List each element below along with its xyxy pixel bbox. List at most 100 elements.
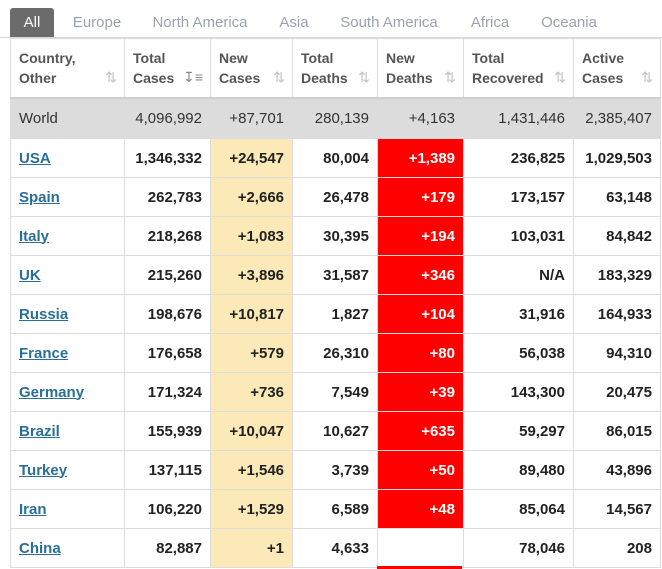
header-line2: Cases (582, 70, 624, 86)
table-row: Spain 262,783 +2,666 26,478 +179 173,157 63,14… (10, 177, 661, 217)
sort-descending-icon[interactable]: ↧≡ (183, 69, 203, 85)
country-link[interactable]: USA (19, 149, 51, 167)
total-cases-cell: 1,346,332 (124, 138, 211, 178)
col-header-total-cases[interactable]: Total Cases ↧≡ (124, 38, 211, 99)
country-link[interactable]: Turkey (19, 461, 68, 479)
total-cases-cell: 4,096,992 (124, 97, 211, 139)
country-link[interactable]: Russia (19, 305, 69, 323)
tab-oceania[interactable]: Oceania (541, 14, 597, 31)
new-cases-cell: +1 (210, 528, 293, 568)
total-deaths-cell: 30,395 (292, 216, 378, 256)
total-recovered-cell: 103,031 (463, 216, 574, 256)
covid-table: Country, Other ⇅ Total Cases ↧≡ New Case… (10, 38, 661, 568)
country-cell: Iran (10, 489, 125, 529)
sort-arrows-icon[interactable]: ⇅ (105, 69, 117, 85)
active-cases-cell: 2,385,407 (573, 97, 661, 139)
total-recovered-cell: 236,825 (463, 138, 574, 178)
col-header-country[interactable]: Country, Other ⇅ (10, 38, 125, 99)
table-row: Italy 218,268 +1,083 30,395 +194 103,031 84,84… (10, 216, 661, 256)
world-total-row: World 4,096,992 +87,701 280,139 +4,163 1… (10, 97, 661, 139)
table-row: Brazil 155,939 +10,047 10,627 +635 59,297 86,0… (10, 411, 661, 451)
total-recovered-cell: 89,480 (463, 450, 574, 490)
active-cases-cell: 208 (573, 528, 661, 568)
country-link[interactable]: Germany (19, 383, 85, 401)
new-cases-cell: +10,817 (210, 294, 293, 334)
country-cell: Russia (10, 294, 125, 334)
active-cases-cell: 1,029,503 (573, 138, 661, 178)
total-deaths-cell: 4,633 (292, 528, 378, 568)
active-cases-cell: 43,896 (573, 450, 661, 490)
total-deaths-cell: 10,627 (292, 411, 378, 451)
new-cases-cell: +579 (210, 333, 293, 373)
tab-asia[interactable]: Asia (279, 14, 309, 31)
new-cases-cell: +736 (210, 372, 293, 412)
col-header-new-deaths[interactable]: New Deaths ⇅ (377, 38, 464, 99)
total-recovered-cell: 143,300 (463, 372, 574, 412)
header-line2: Recovered (472, 70, 544, 86)
country-cell: China (10, 528, 125, 568)
active-cases-cell: 183,329 (573, 255, 661, 295)
table-row: Russia 198,676 +10,817 1,827 +104 31,916 164,9… (10, 294, 661, 334)
col-header-total-deaths[interactable]: Total Deaths ⇅ (292, 38, 378, 99)
country-cell: Italy (10, 216, 125, 256)
header-line1: Total (472, 50, 505, 66)
new-deaths-cell: +80 (377, 333, 464, 373)
new-cases-cell: +10,047 (210, 411, 293, 451)
sort-arrows-icon[interactable]: ⇅ (641, 69, 653, 85)
table-row: UK 215,260 +3,896 31,587 +346 N/A 183,329 (10, 255, 661, 295)
tab-south-america[interactable]: South America (340, 14, 438, 31)
sort-arrows-icon[interactable]: ⇅ (554, 69, 566, 85)
header-line1: New (219, 50, 248, 66)
tab-all[interactable]: All (10, 8, 54, 38)
country-link[interactable]: UK (19, 266, 41, 284)
tab-north-america[interactable]: North America (152, 14, 248, 31)
new-deaths-cell: +179 (377, 177, 464, 217)
tab-divider (0, 37, 662, 38)
table-row: France 176,658 +579 26,310 +80 56,038 94,310 (10, 333, 661, 373)
country-cell: Turkey (10, 450, 125, 490)
table-row: Germany 171,324 +736 7,549 +39 143,300 20,475 (10, 372, 661, 412)
table-row: Turkey 137,115 +1,546 3,739 +50 89,480 43,896 (10, 450, 661, 490)
header-line2: Other (19, 70, 57, 86)
active-cases-cell: 164,933 (573, 294, 661, 334)
total-deaths-cell: 7,549 (292, 372, 378, 412)
new-deaths-cell: +194 (377, 216, 464, 256)
country-link[interactable]: Spain (19, 188, 60, 206)
header-line2: Cases (133, 70, 175, 86)
header-line2: Cases (219, 70, 261, 86)
header-line2: Deaths (301, 70, 348, 86)
new-deaths-cell: +50 (377, 450, 464, 490)
country-link[interactable]: France (19, 344, 69, 362)
col-header-total-recovered[interactable]: Total Recovered ⇅ (463, 38, 574, 99)
country-link[interactable]: China (19, 539, 61, 557)
total-recovered-cell: 31,916 (463, 294, 574, 334)
sort-arrows-icon[interactable]: ⇅ (273, 69, 285, 85)
new-deaths-cell: +4,163 (377, 97, 464, 139)
tab-europe[interactable]: Europe (72, 14, 122, 31)
total-cases-cell: 155,939 (124, 411, 211, 451)
total-cases-cell: 218,268 (124, 216, 211, 256)
total-cases-cell: 82,887 (124, 528, 211, 568)
col-header-active-cases[interactable]: Active Cases ⇅ (573, 38, 661, 99)
country-link[interactable]: Italy (19, 227, 50, 245)
region-tabs: All Europe North America Asia South Amer… (0, 0, 662, 38)
sort-arrows-icon[interactable]: ⇅ (358, 69, 370, 85)
sort-arrows-icon[interactable]: ⇅ (444, 69, 456, 85)
header-line1: Total (301, 50, 334, 66)
country-cell: USA (10, 138, 125, 178)
table-row: China 82,887 +1 4,633 78,046 208 (10, 528, 661, 568)
total-cases-cell: 106,220 (124, 489, 211, 529)
new-cases-cell: +87,701 (210, 97, 293, 139)
total-cases-cell: 171,324 (124, 372, 211, 412)
country-link[interactable]: Brazil (19, 422, 60, 440)
col-header-new-cases[interactable]: New Cases ⇅ (210, 38, 293, 99)
country-link[interactable]: Iran (19, 500, 47, 518)
active-cases-cell: 14,567 (573, 489, 661, 529)
new-deaths-cell: +48 (377, 489, 464, 529)
active-cases-cell: 63,148 (573, 177, 661, 217)
total-deaths-cell: 3,739 (292, 450, 378, 490)
tab-africa[interactable]: Africa (470, 14, 510, 31)
table-row: USA 1,346,332 +24,547 80,004 +1,389 236,825 1,… (10, 138, 661, 178)
country-cell: UK (10, 255, 125, 295)
header-row: Country, Other ⇅ Total Cases ↧≡ New Case… (10, 38, 661, 99)
